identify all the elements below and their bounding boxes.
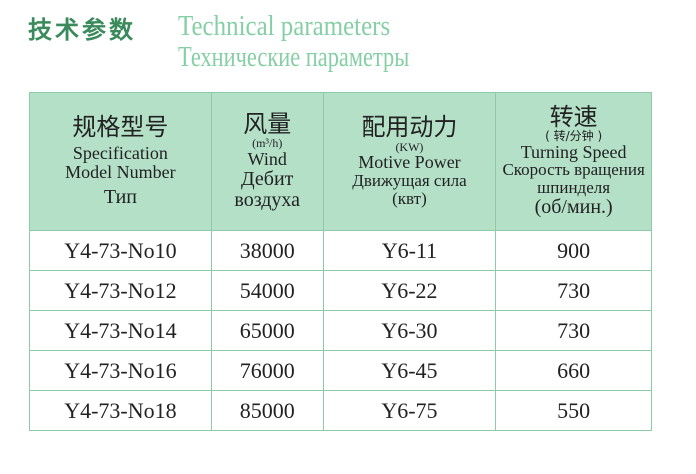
parameters-table: 规格型号 Specification Model Number Тип 风量 (…: [29, 92, 652, 431]
header-cn: 配用动力: [361, 113, 458, 142]
cell-speed: 900: [495, 230, 652, 271]
header-cn: 规格型号: [72, 112, 169, 141]
header-ru-unit: (квт): [392, 188, 427, 208]
header-en: Wind: [247, 148, 287, 169]
header-model: 规格型号 Specification Model Number Тип: [29, 92, 212, 231]
title-en: Technical parameters: [178, 10, 391, 42]
table-row: Y4-73-No10 38000 Y6-11 900: [29, 230, 652, 271]
header-ru: Дебит воздуха: [234, 167, 301, 211]
cell-model: Y4-73-No10: [29, 230, 212, 271]
cell-model: Y4-73-No12: [29, 270, 212, 311]
header-unit: (m³/h): [252, 136, 283, 151]
header-ru: Тип: [103, 186, 137, 209]
header-power: 配用动力 (KW) Motive Power Движущая сила (кв…: [322, 92, 497, 231]
header-unit: ( 转/分钟 ): [545, 129, 603, 143]
title-cn: 技术参数: [28, 16, 136, 44]
header-speed: 转速 ( 转/分钟 ) Turning Speed Скорость враще…: [495, 92, 652, 231]
cell-wind: 65000: [210, 310, 324, 351]
header-wind: 风量 (m³/h) Wind Дебит воздуха: [210, 92, 324, 231]
header-cn: 风量: [243, 110, 292, 139]
cell-speed: 730: [495, 270, 652, 311]
title-ru: Технические параметры: [178, 42, 410, 73]
cell-power: Y6-11: [322, 230, 497, 271]
cell-speed: 550: [495, 390, 652, 431]
cell-speed: 730: [495, 310, 652, 351]
header-en: Specification Model Number: [65, 142, 176, 182]
header-ru: Движущая сила: [352, 170, 467, 190]
header-ru: Скорость вращения шпинделя: [502, 160, 645, 198]
header-en: Motive Power: [358, 152, 461, 173]
cell-power: Y6-45: [322, 350, 497, 391]
table-row: Y4-73-No16 76000 Y6-45 660: [29, 350, 652, 391]
header-cn: 转速: [549, 102, 598, 131]
cell-model: Y4-73-No14: [29, 310, 212, 351]
header-ru-unit: (об/мин.): [534, 196, 613, 219]
cell-wind: 38000: [210, 230, 324, 271]
cell-model: Y4-73-No18: [29, 390, 212, 431]
cell-speed: 660: [495, 350, 652, 391]
cell-wind: 54000: [210, 270, 324, 311]
cell-power: Y6-22: [322, 270, 497, 311]
cell-model: Y4-73-No16: [29, 350, 212, 391]
cell-wind: 85000: [210, 390, 324, 431]
table-row: Y4-73-No12 54000 Y6-22 730: [29, 270, 652, 311]
cell-power: Y6-30: [322, 310, 497, 351]
cell-power: Y6-75: [322, 390, 497, 431]
table-row: Y4-73-No14 65000 Y6-30 730: [29, 310, 652, 351]
header-unit: (KW): [395, 139, 424, 154]
header-en: Turning Speed: [520, 141, 627, 162]
cell-wind: 76000: [210, 350, 324, 391]
table-row: Y4-73-No18 85000 Y6-75 550: [29, 390, 652, 431]
header-row: 规格型号 Specification Model Number Тип 风量 (…: [29, 92, 652, 231]
